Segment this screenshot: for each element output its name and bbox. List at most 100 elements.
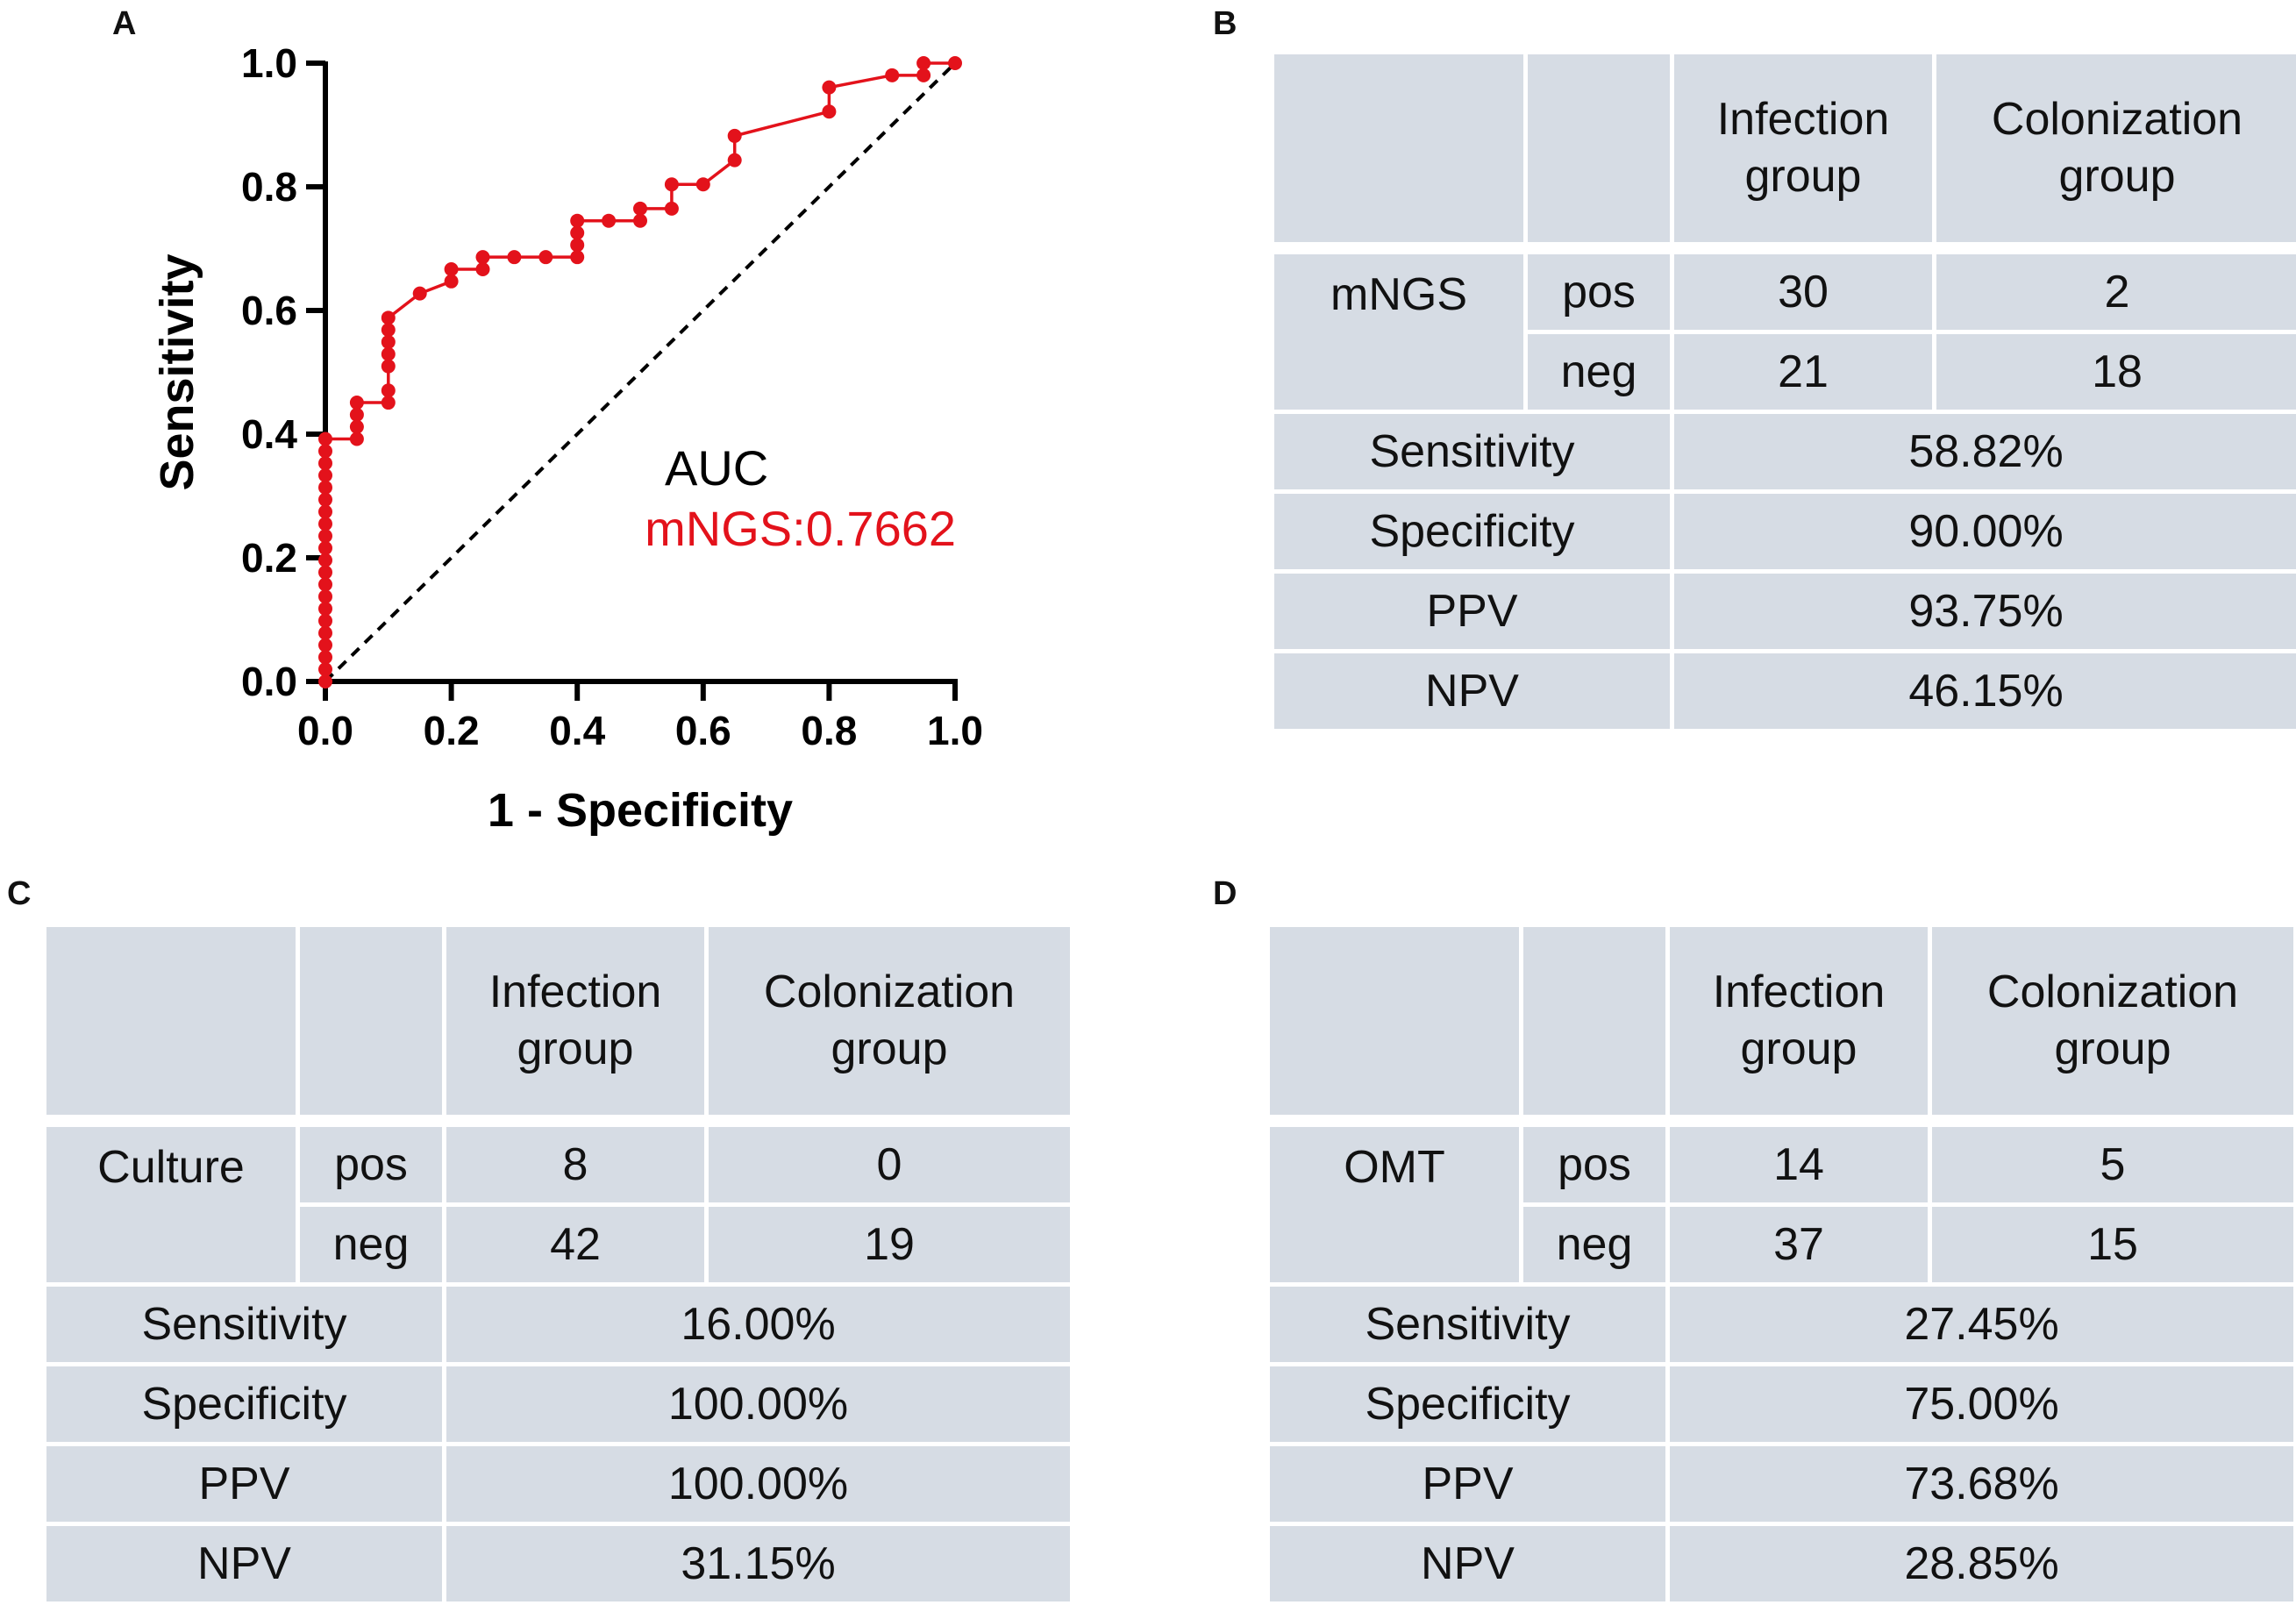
empty-header-cell [1270, 927, 1519, 1115]
roc-data-point [948, 56, 962, 70]
roc-data-point [381, 310, 396, 325]
panel-label-c: C [7, 875, 32, 912]
test-name-label: mNGS [1274, 254, 1523, 410]
roc-data-point [318, 492, 332, 507]
roc-data-point [570, 213, 585, 228]
roc-data-point [349, 419, 364, 434]
roc-data-point [507, 250, 522, 265]
metric-value: 90.00% [1674, 494, 2296, 569]
infection-pos-count: 8 [446, 1127, 704, 1202]
roc-data-point [412, 286, 427, 301]
colonization-neg-count: 19 [709, 1207, 1070, 1282]
panel-label-a: A [112, 5, 137, 42]
x-tick-label: 0.0 [297, 708, 353, 753]
header-infection-group: Infection group [1670, 927, 1928, 1115]
header-infection-group: Infection group [446, 927, 704, 1115]
y-axis-title: Sensitivity [151, 253, 203, 490]
roc-data-point [381, 346, 396, 361]
colonization-pos-count: 5 [1932, 1127, 2293, 1202]
metric-value: 46.15% [1674, 653, 2296, 729]
roc-data-point [885, 68, 900, 82]
roc-data-point [475, 250, 490, 265]
roc-data-point [916, 56, 931, 70]
metric-value: 93.75% [1674, 574, 2296, 649]
colonization-pos-count: 0 [709, 1127, 1070, 1202]
omt-table: Infection group Colonization group OMT pos 1… [1270, 927, 2293, 1601]
metric-value: 58.82% [1674, 414, 2296, 489]
infection-neg-count: 37 [1670, 1207, 1928, 1282]
empty-header-cell [1274, 54, 1523, 242]
infection-pos-count: 14 [1670, 1127, 1928, 1202]
metric-label: Specificity [46, 1366, 442, 1442]
metric-value: 75.00% [1670, 1366, 2293, 1442]
x-tick-label: 0.2 [424, 708, 480, 753]
reference-diagonal [324, 61, 957, 683]
roc-data-point [381, 396, 396, 410]
y-tick-label: 0.2 [241, 535, 297, 581]
roc-data-point [444, 261, 459, 276]
colonization-neg-count: 18 [1936, 334, 2296, 410]
roc-data-point [349, 396, 364, 410]
roc-data-point [318, 540, 332, 555]
test-name-label: OMT [1270, 1127, 1519, 1282]
roc-data-point [318, 577, 332, 592]
metric-value: 16.00% [446, 1287, 1070, 1362]
colonization-neg-count: 15 [1932, 1207, 2293, 1282]
metric-value: 100.00% [446, 1446, 1070, 1522]
roc-data-point [318, 674, 332, 688]
roc-data-point [695, 177, 710, 192]
colonization-pos-count: 2 [1936, 254, 2296, 330]
roc-data-point [570, 225, 585, 240]
roc-data-point [318, 613, 332, 628]
empty-header-cell [46, 927, 296, 1115]
header-colonization-group: Colonization group [1936, 54, 2296, 242]
metric-label: PPV [46, 1446, 442, 1522]
neg-label: neg [300, 1207, 442, 1282]
x-tick-label: 0.8 [801, 708, 857, 753]
metric-label: PPV [1270, 1446, 1665, 1522]
y-tick-label: 0.4 [241, 411, 297, 457]
header-colonization-group: Colonization group [1932, 927, 2293, 1115]
metric-value: 31.15% [446, 1526, 1070, 1601]
roc-data-point [633, 201, 647, 216]
metric-label: NPV [46, 1526, 442, 1601]
metric-label: Specificity [1274, 494, 1670, 569]
test-name-label: Culture [46, 1127, 296, 1282]
auc-value-label: mNGS:0.7662 [645, 501, 956, 556]
roc-data-point [349, 407, 364, 422]
empty-header-cell [1523, 927, 1665, 1115]
y-tick-label: 0.0 [241, 659, 297, 704]
roc-data-point [916, 68, 931, 82]
infection-neg-count: 21 [1674, 334, 1932, 410]
roc-data-point [318, 517, 332, 531]
empty-header-cell [300, 927, 442, 1115]
roc-data-point [318, 480, 332, 495]
header-divider [1270, 1119, 2293, 1123]
metric-label: Sensitivity [46, 1287, 442, 1362]
empty-header-cell [1528, 54, 1670, 242]
roc-data-point [633, 213, 647, 228]
roc-data-point [318, 662, 332, 677]
pos-label: pos [300, 1127, 442, 1202]
roc-data-point [318, 638, 332, 653]
panel-label-b: B [1213, 5, 1237, 42]
auc-title: AUC [665, 440, 768, 496]
x-tick-label: 0.4 [549, 708, 605, 753]
x-axis-title: 1 - Specificity [488, 784, 793, 837]
pos-label: pos [1528, 254, 1670, 330]
metric-label: Specificity [1270, 1366, 1665, 1442]
roc-chart: 0.0 0.2 0.4 0.6 0.8 1.0 0.0 0.2 0.4 0.6 0.8 1.0 1 - … [151, 40, 983, 837]
roc-data-point [318, 456, 332, 471]
pos-label: pos [1523, 1127, 1665, 1202]
metric-label: NPV [1274, 653, 1670, 729]
header-colonization-group: Colonization group [709, 927, 1070, 1115]
culture-table: Infection group Colonization group Culture… [46, 927, 1070, 1601]
roc-data-point [444, 274, 459, 289]
metric-label: Sensitivity [1274, 414, 1670, 489]
roc-data-point [664, 177, 679, 192]
roc-data-point [664, 201, 679, 216]
neg-label: neg [1523, 1207, 1665, 1282]
roc-data-point [318, 553, 332, 567]
header-divider [1274, 246, 2296, 250]
roc-data-point [570, 250, 585, 265]
